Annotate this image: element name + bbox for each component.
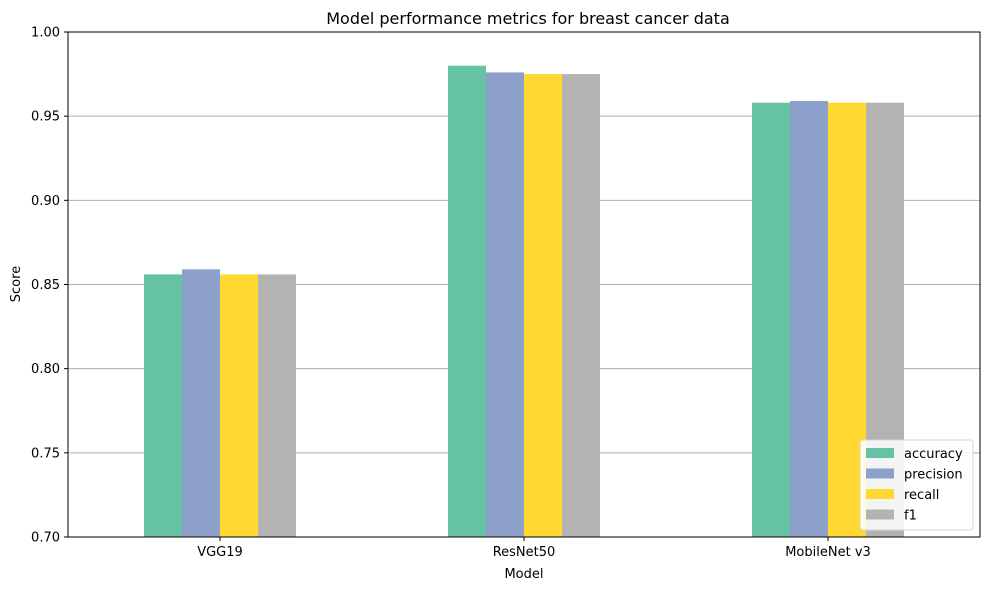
y-axis-label: Score <box>9 266 24 302</box>
legend-label-f1: f1 <box>904 509 917 524</box>
bars <box>144 65 904 538</box>
legend-swatch-f1 <box>866 509 894 520</box>
legend: accuracy precision recall f1 <box>859 439 974 531</box>
bar-precision <box>790 101 828 538</box>
chart-title: Model performance metrics for breast can… <box>326 9 730 28</box>
bar-accuracy <box>448 65 486 538</box>
legend-label-precision: precision <box>904 468 963 483</box>
legend-swatch-precision <box>866 468 894 479</box>
legend-box <box>859 439 974 531</box>
y-tick-label: 1.00 <box>31 26 60 41</box>
y-tick-label: 0.85 <box>31 278 60 293</box>
y-tick-label: 0.70 <box>31 531 60 546</box>
legend-label-recall: recall <box>904 488 939 503</box>
x-tick-label: MobileNet v3 <box>785 545 871 560</box>
x-tick-label: VGG19 <box>197 545 243 560</box>
bar-recall <box>220 274 258 537</box>
bar-recall <box>524 74 562 537</box>
y-tick-label: 0.95 <box>31 110 60 125</box>
bar-precision <box>182 269 220 537</box>
x-axis-ticks: VGG19 ResNet50 MobileNet v3 <box>197 537 871 560</box>
y-tick-label: 0.75 <box>31 446 60 461</box>
y-axis-ticks: 0.70 0.75 0.80 0.85 0.90 0.95 1.00 <box>31 26 68 546</box>
legend-swatch-accuracy <box>866 448 894 458</box>
bar-accuracy <box>144 274 182 537</box>
y-tick-label: 0.90 <box>31 194 60 209</box>
bar-accuracy <box>752 102 790 537</box>
bar-f1 <box>562 74 600 537</box>
bar-precision <box>486 72 524 538</box>
x-axis-label: Model <box>504 567 543 582</box>
legend-label-accuracy: accuracy <box>904 447 963 462</box>
x-tick-label: ResNet50 <box>493 545 556 560</box>
bar-f1 <box>258 274 296 537</box>
legend-swatch-recall <box>866 489 894 499</box>
y-tick-label: 0.80 <box>31 362 60 377</box>
